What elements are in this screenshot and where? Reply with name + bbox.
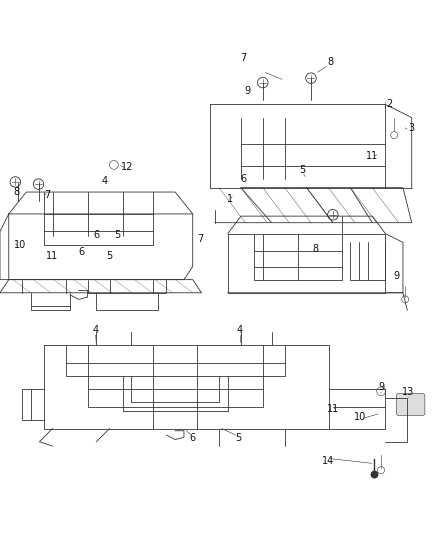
Text: 12: 12 (121, 161, 133, 172)
Text: 8: 8 (328, 58, 334, 67)
Text: 10: 10 (354, 411, 367, 422)
Text: 4: 4 (92, 325, 99, 335)
Text: 3: 3 (409, 123, 415, 133)
Text: 7: 7 (198, 234, 204, 244)
Text: 5: 5 (106, 252, 113, 261)
Text: 9: 9 (378, 382, 384, 392)
Text: 11: 11 (327, 404, 339, 414)
FancyBboxPatch shape (396, 393, 425, 415)
Text: 7: 7 (240, 53, 246, 63)
Text: 13: 13 (402, 387, 414, 397)
Text: 9: 9 (393, 271, 399, 281)
Text: 10: 10 (14, 240, 26, 249)
Text: 4: 4 (237, 325, 243, 335)
Text: 14: 14 (321, 456, 334, 465)
Text: 6: 6 (190, 433, 196, 443)
Text: 8: 8 (14, 187, 20, 197)
Text: 11: 11 (366, 151, 378, 160)
Text: 5: 5 (236, 433, 242, 443)
Text: 7: 7 (44, 190, 50, 200)
Text: 9: 9 (244, 86, 251, 96)
Text: 4: 4 (102, 176, 108, 186)
Text: 6: 6 (240, 174, 246, 184)
Text: 8: 8 (312, 244, 318, 254)
Text: 11: 11 (46, 252, 59, 261)
Text: 6: 6 (78, 247, 84, 257)
Text: 1: 1 (227, 193, 233, 204)
Text: 6: 6 (93, 230, 99, 239)
Text: 2: 2 (387, 100, 393, 109)
Text: 5: 5 (299, 165, 305, 175)
Circle shape (371, 471, 378, 479)
Text: 5: 5 (114, 230, 120, 239)
